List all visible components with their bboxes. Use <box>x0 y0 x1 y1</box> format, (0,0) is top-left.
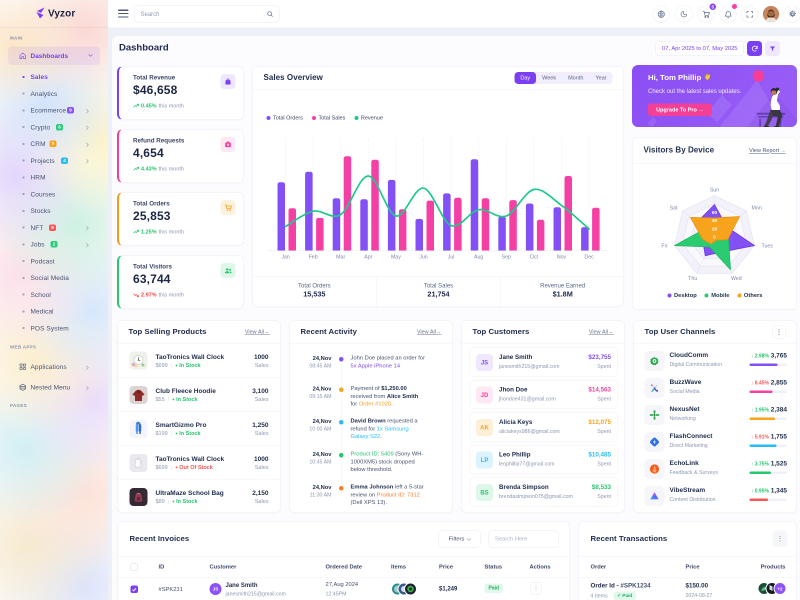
svg-text:Dec: Dec <box>584 255 594 261</box>
svg-text:Feb: Feb <box>309 255 318 261</box>
svg-text:0: 0 <box>713 234 716 240</box>
svg-text:Mar: Mar <box>336 255 345 261</box>
svg-text:20: 20 <box>712 226 718 232</box>
svg-text:May: May <box>391 255 401 261</box>
svg-text:+2: +2 <box>777 586 783 591</box>
svg-text:Mon: Mon <box>752 205 762 211</box>
svg-text:Oct: Oct <box>530 255 539 261</box>
svg-text:Jan: Jan <box>281 255 290 261</box>
svg-text:Wed: Wed <box>731 276 742 282</box>
svg-text:Tues: Tues <box>761 244 773 250</box>
svg-text:Nov: Nov <box>557 255 567 261</box>
svg-text:Sep: Sep <box>502 255 511 261</box>
svg-text:Sun: Sun <box>710 188 719 194</box>
svg-text:40: 40 <box>712 218 718 224</box>
svg-text:Apr: Apr <box>364 255 372 261</box>
svg-text:Aug: Aug <box>474 255 483 261</box>
svg-text:Jul: Jul <box>448 255 455 261</box>
svg-text:Sat: Sat <box>670 205 678 211</box>
svg-text:Thu: Thu <box>688 276 697 282</box>
svg-text:Fri: Fri <box>661 244 667 250</box>
svg-text:60: 60 <box>712 210 718 216</box>
svg-text:Jun: Jun <box>419 255 428 261</box>
